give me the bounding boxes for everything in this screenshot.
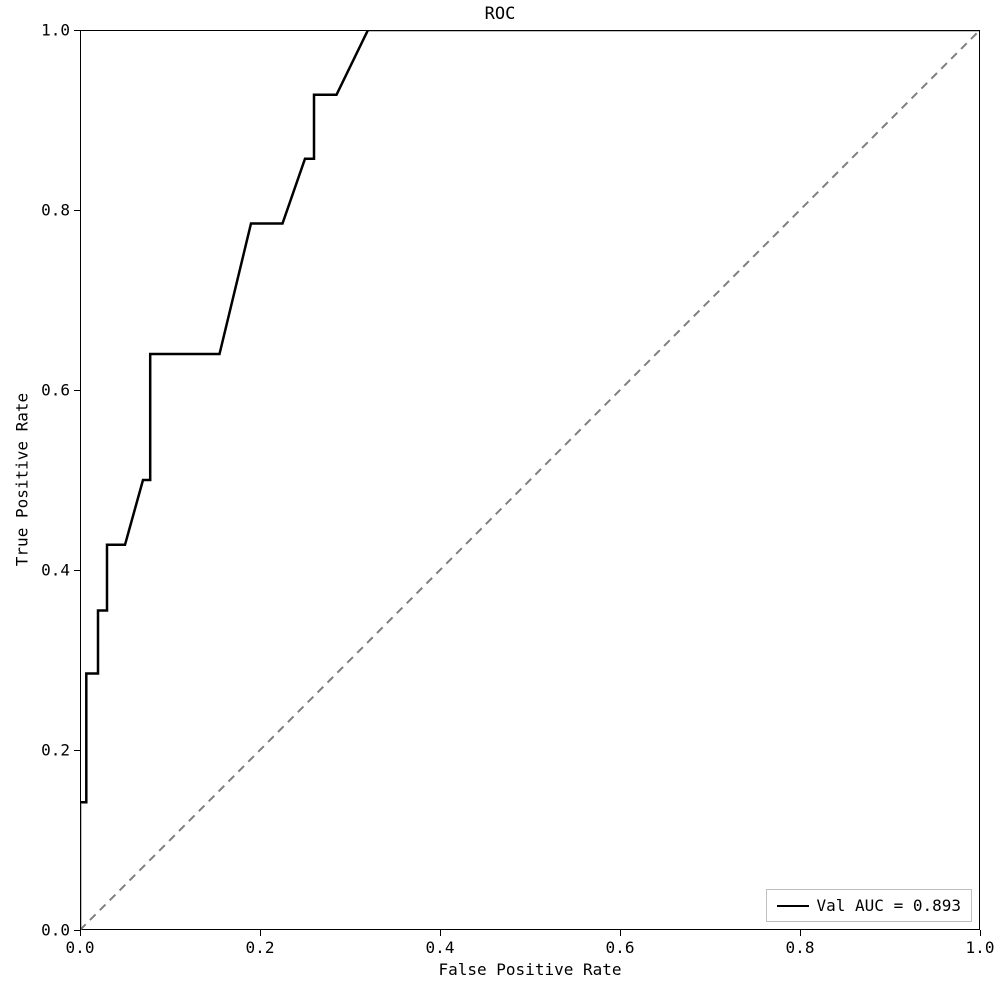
x-tick-mark [80,930,81,936]
y-tick-mark [74,930,80,931]
x-tick-label: 1.0 [966,938,995,957]
x-tick-mark [260,930,261,936]
x-tick-label: 0.2 [246,938,275,957]
x-tick-mark [440,930,441,936]
y-tick-mark [74,210,80,211]
x-tick-label: 0.4 [426,938,455,957]
x-tick-label: 0.0 [66,938,95,957]
x-tick-mark [800,930,801,936]
legend-label: Val AUC = 0.893 [817,896,962,915]
legend: Val AUC = 0.893 [766,889,973,922]
x-tick-label: 0.6 [606,938,635,957]
y-tick-label: 0.8 [41,201,70,220]
roc-chart: ROC 0.00.20.40.60.81.0 0.00.20.40.60.81.… [0,0,1000,992]
y-tick-mark [74,750,80,751]
y-tick-label: 1.0 [41,21,70,40]
plot-svg [0,0,1000,992]
y-tick-label: 0.0 [41,921,70,940]
y-tick-label: 0.4 [41,561,70,580]
x-axis-label: False Positive Rate [80,960,980,979]
legend-line-icon [777,905,809,907]
y-tick-label: 0.2 [41,741,70,760]
y-tick-mark [74,570,80,571]
x-tick-mark [980,930,981,936]
y-axis-label: True Positive Rate [13,30,32,930]
y-tick-label: 0.6 [41,381,70,400]
x-tick-label: 0.8 [786,938,815,957]
y-tick-mark [74,390,80,391]
x-tick-mark [620,930,621,936]
y-tick-mark [74,30,80,31]
